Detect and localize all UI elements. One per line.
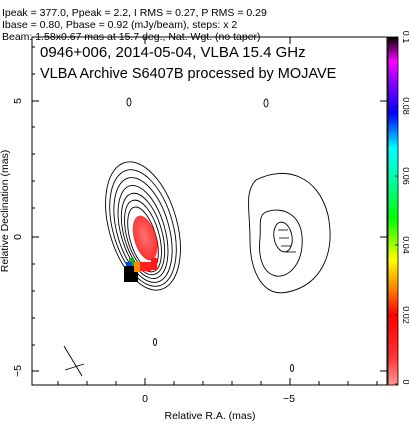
colorbar-ticks bbox=[395, 36, 398, 385]
header-line-intensity: Ipeak = 377.0, Ppeak = 2.2, I RMS = 0.27… bbox=[2, 7, 267, 19]
evpa-vectors bbox=[278, 229, 296, 253]
axis-ticks bbox=[32, 37, 387, 385]
colorbar-tick-label: 0.04 bbox=[401, 236, 409, 254]
plot-frame bbox=[31, 36, 388, 386]
ytick-label: 0 bbox=[12, 234, 24, 240]
colorbar-tick-label: 0.02 bbox=[401, 306, 409, 324]
plot-title-line2: VLBA Archive S6407B processed by MOJAVE bbox=[40, 66, 337, 82]
plot-title-line1: 0946+006, 2014-05-04, VLBA 15.4 GHz bbox=[40, 44, 306, 61]
core-polarization bbox=[132, 215, 158, 261]
x-axis-label: Relative R.A. (mas) bbox=[164, 410, 255, 422]
y-axis-label: Relative Declination (mas) bbox=[0, 150, 11, 273]
core-contours bbox=[105, 161, 181, 291]
polarized-edge bbox=[124, 258, 157, 282]
beam-cross bbox=[63, 345, 85, 377]
noise-contours bbox=[126, 97, 295, 372]
colorbar-tick-label: 0.1 bbox=[401, 31, 409, 44]
xtick-label: −5 bbox=[283, 393, 295, 405]
xtick-label: 0 bbox=[142, 393, 148, 405]
ytick-label: 5 bbox=[12, 98, 24, 104]
colorbar-tick-label: 0 bbox=[401, 379, 409, 384]
colorbar bbox=[387, 36, 399, 386]
colorbar-tick-label: 0.06 bbox=[401, 167, 409, 185]
colorbar-tick-label: 0.08 bbox=[401, 97, 409, 115]
jet-contours bbox=[248, 172, 331, 294]
header-line-base: Ibase = 0.80, Pbase = 0.92 (mJy/beam), s… bbox=[2, 19, 238, 31]
ytick-label: −5 bbox=[12, 365, 24, 377]
